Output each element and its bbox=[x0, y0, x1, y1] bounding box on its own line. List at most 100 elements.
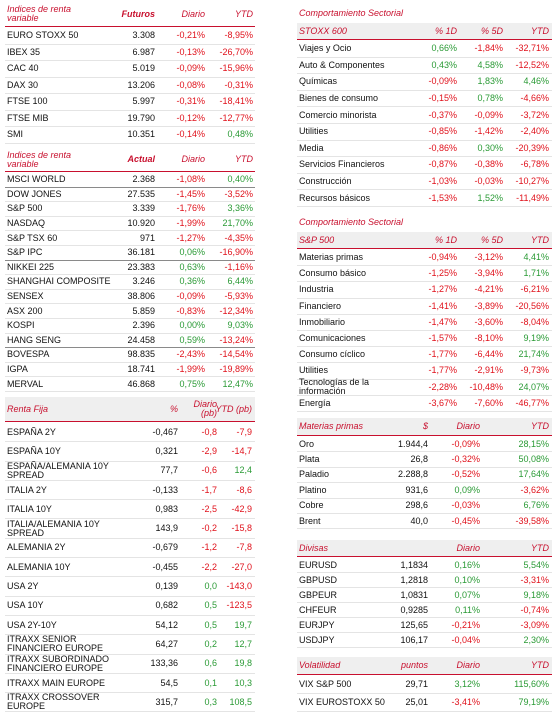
table-row: Químicas -0,09% 1,83% 4,46% bbox=[297, 74, 552, 91]
table-row: Utilities -1,77% -2,91% -9,73% bbox=[297, 363, 552, 380]
table-row: Bienes de consumo -0,15% 0,78% -4,66% bbox=[297, 91, 552, 108]
cell-value: -1,53% bbox=[428, 192, 457, 203]
table-row: NIKKEI 225 23.383 0,63% -1,16% bbox=[5, 261, 255, 276]
cell-value: 0,30% bbox=[477, 142, 503, 153]
cell-value: 125,65 bbox=[400, 619, 428, 630]
cell-value: 10,3 bbox=[234, 677, 252, 688]
row-label: Comercio minorista bbox=[299, 109, 377, 120]
cell-value: 19,7 bbox=[234, 619, 252, 630]
cell-value: -0,09% bbox=[176, 63, 205, 74]
cell-value: 19,8 bbox=[234, 658, 252, 669]
table-row: Media -0,86% 0,30% -20,39% bbox=[297, 141, 552, 158]
table-row: KOSPI 2.396 0,00% 9,03% bbox=[5, 319, 255, 334]
cell-value: -32,71% bbox=[515, 43, 549, 54]
cell-value: -0,455 bbox=[152, 561, 178, 572]
cell-value: 26,8 bbox=[410, 454, 428, 465]
cell-value: -1,16% bbox=[224, 261, 253, 272]
cell-value: -3,52% bbox=[224, 188, 253, 199]
table-row: Plata 26,8 -0,32% 50,08% bbox=[297, 452, 552, 468]
cell-value: -3,67% bbox=[428, 397, 457, 408]
header-cell: YTD bbox=[235, 154, 253, 164]
cell-value: -7,9 bbox=[236, 426, 252, 437]
table-row: ALEMANIA 10Y -0,455 -2,2 -27,0 bbox=[5, 558, 255, 578]
cell-value: 0,66% bbox=[431, 43, 457, 54]
title-text: Comportamiento Sectorial bbox=[299, 217, 404, 227]
row-label: DOW JONES bbox=[7, 188, 62, 199]
row-label: IGPA bbox=[7, 364, 28, 375]
cell-value: 0,09% bbox=[454, 484, 480, 495]
cell-value: 9,03% bbox=[227, 320, 253, 331]
cell-value: -0,31% bbox=[176, 96, 205, 107]
cell-value: 0,07% bbox=[454, 589, 480, 600]
cell-value: -42,9 bbox=[231, 503, 252, 514]
cell-value: -14,7 bbox=[231, 445, 252, 456]
header-cell: Diario bbox=[456, 660, 480, 670]
cell-value: 12,47% bbox=[222, 378, 253, 389]
row-label: ITRAXX MAIN EUROPE bbox=[7, 677, 106, 688]
header-cell: % 5D bbox=[480, 25, 503, 36]
cell-value: -1,03% bbox=[428, 176, 457, 187]
cell-value: 25,01 bbox=[405, 697, 428, 707]
header-cell: Diario bbox=[456, 421, 480, 431]
cell-value: 0,0 bbox=[204, 581, 217, 592]
table-row: FTSE 100 5.997 -0,31% -18,41% bbox=[5, 94, 255, 111]
header-cell: YTD bbox=[531, 421, 549, 431]
table-row: FTSE MIB 19.790 -0,12% -12,77% bbox=[5, 111, 255, 127]
row-label: Industria bbox=[299, 284, 334, 295]
cell-value: 77,7 bbox=[160, 465, 178, 476]
cell-value: -0,04% bbox=[451, 634, 480, 645]
table-row: HANG SENG 24.458 0,59% -13,24% bbox=[5, 334, 255, 349]
cell-value: -18,41% bbox=[219, 96, 253, 107]
row-label: BOVESPA bbox=[7, 349, 50, 360]
cell-value: -1,45% bbox=[176, 188, 205, 199]
cell-value: 0,16% bbox=[454, 559, 480, 570]
cell-value: -0,31% bbox=[224, 79, 253, 90]
cell-value: 2,30% bbox=[523, 634, 549, 645]
cell-value: -0,679 bbox=[152, 542, 178, 553]
table-row: USA 2Y-10Y 54,12 0,5 19,7 bbox=[5, 616, 255, 636]
cell-value: 10.351 bbox=[127, 129, 155, 140]
header-cell: Actual bbox=[127, 154, 155, 164]
cell-value: -12,52% bbox=[515, 59, 549, 70]
cell-value: 0,9285 bbox=[400, 604, 428, 615]
cell-value: 0,75% bbox=[179, 378, 205, 389]
cell-value: 17,64% bbox=[518, 469, 549, 480]
header-cell: % bbox=[169, 403, 178, 414]
header-cell: Indices de renta variable bbox=[7, 4, 72, 23]
row-label: Oro bbox=[299, 438, 315, 449]
row-label: ITRAXX SENIOR FINANCIERO EUROPE bbox=[7, 634, 104, 654]
table-row: NASDAQ 10.920 -1,99% 21,70% bbox=[5, 217, 255, 232]
table-row: Energía -3,67% -7,60% -46,77% bbox=[297, 396, 552, 412]
cell-value: -1,77% bbox=[428, 365, 457, 376]
row-label: VIX S&P 500 bbox=[299, 679, 352, 689]
table-row: Recursos básicos -1,53% 1,52% -11,49% bbox=[297, 190, 552, 207]
cell-value: -0,03% bbox=[451, 500, 480, 511]
table-row: VIX EUROSTOXX 50 25,01 -3,41% 79,19% bbox=[297, 694, 552, 712]
header-cell: Divisas bbox=[299, 542, 329, 553]
cell-value: 38.806 bbox=[127, 291, 155, 302]
cell-value: 21,74% bbox=[518, 349, 549, 360]
cell-value: 1,2818 bbox=[400, 574, 428, 585]
cell-value: 0,48% bbox=[227, 129, 253, 140]
cell-value: -5,93% bbox=[224, 291, 253, 302]
cell-value: -3,72% bbox=[520, 109, 549, 120]
cell-value: 0,11% bbox=[455, 604, 480, 615]
cell-value: 5,54% bbox=[523, 559, 549, 570]
cell-value: -1,7 bbox=[201, 484, 217, 495]
cell-value: -1,99% bbox=[176, 364, 205, 375]
table-row: SHANGHAI COMPOSITE 3.246 0,36% 6,44% bbox=[5, 275, 255, 290]
cell-value: -6,44% bbox=[474, 349, 503, 360]
cell-value: 3.339 bbox=[132, 203, 155, 214]
row-label: Financiero bbox=[299, 300, 342, 311]
cell-value: -12,77% bbox=[219, 112, 253, 123]
row-label: ESPAÑA 10Y bbox=[7, 445, 61, 456]
cell-value: -10,48% bbox=[469, 381, 503, 392]
header-cell: YTD bbox=[531, 234, 549, 245]
cell-value: 5.997 bbox=[132, 96, 155, 107]
cell-value: -1,42% bbox=[474, 126, 503, 137]
cell-value: 50,08% bbox=[518, 454, 549, 465]
cell-value: -0,03% bbox=[474, 176, 503, 187]
table-row: IGPA 18.741 -1,99% -19,89% bbox=[5, 363, 255, 378]
cell-value: 0,36% bbox=[179, 276, 205, 287]
row-label: Químicas bbox=[299, 76, 338, 87]
